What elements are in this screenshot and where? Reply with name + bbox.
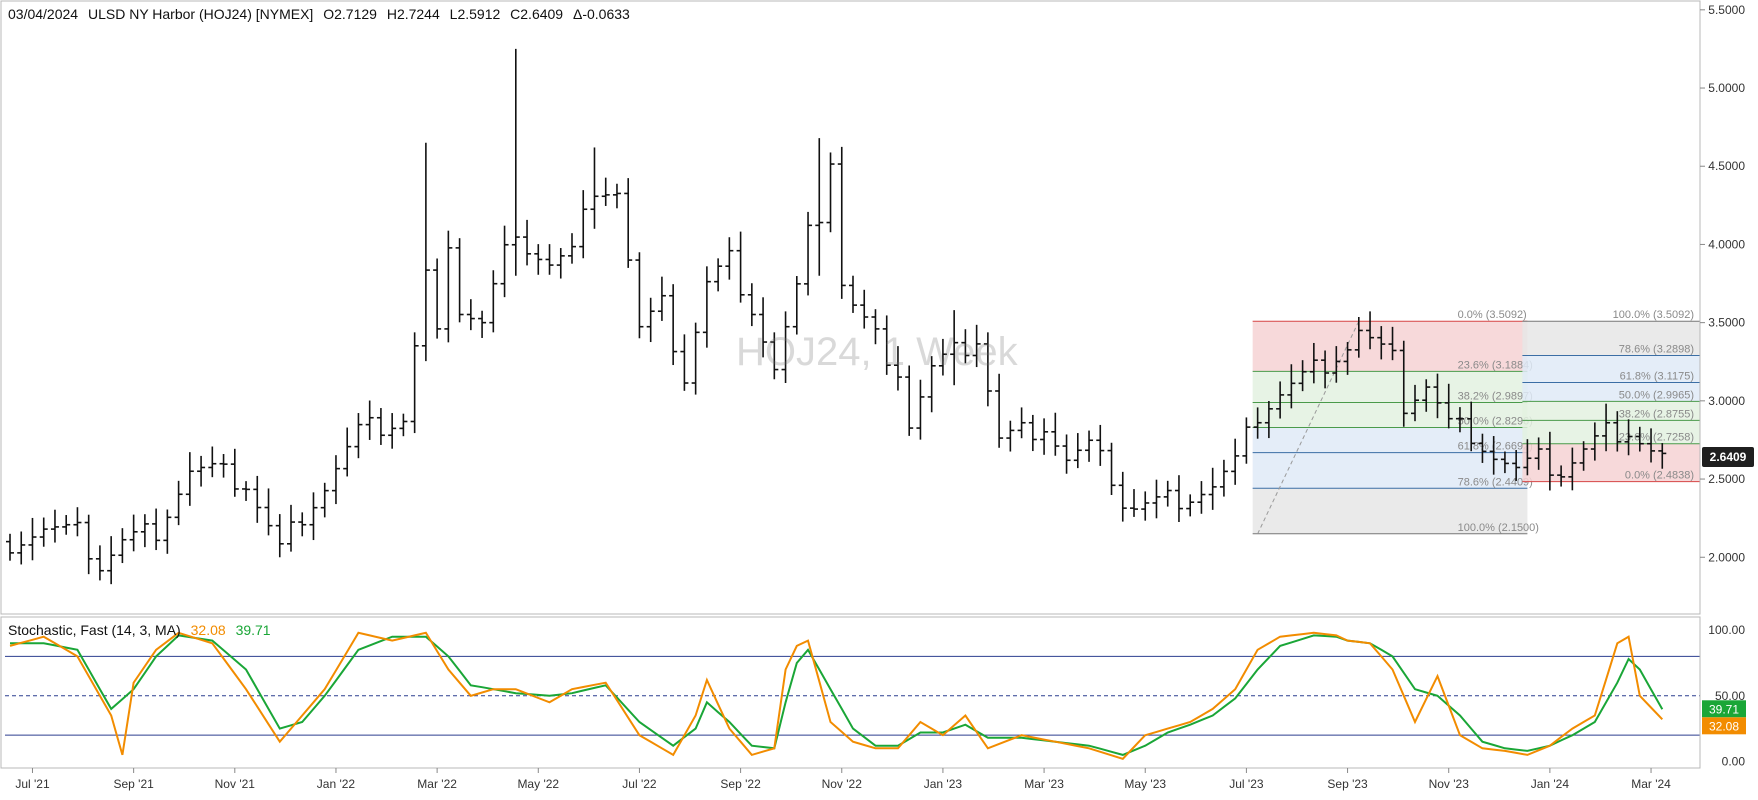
fib-label-left: 61.8% (2.6692) [1458, 441, 1533, 453]
stochastic-pane-frame [0, 616, 1701, 769]
fib-label-right: 0.0% (2.4838) [1625, 470, 1694, 482]
stochastic-k-value: 32.08 [190, 622, 226, 638]
fibonacci-retracement-zones: 0.0% (3.5092) 23.6% (3.1884) 38.2% (2.9897… [1252, 309, 1700, 535]
x-axis-label: Jul '21 [15, 777, 50, 791]
fib-label-right: 23.6% (2.7258) [1619, 432, 1694, 444]
price-axis-label: 4.5000 [1708, 159, 1745, 173]
fib-zone-right [1522, 420, 1700, 444]
price-axis-label: 4.0000 [1708, 237, 1745, 251]
x-axis-label: May '22 [517, 777, 559, 791]
stochastic-axis-label: 50.00 [1715, 689, 1745, 703]
x-axis-label: Mar '24 [1631, 777, 1671, 791]
price-axis-label: 5.5000 [1708, 3, 1745, 17]
price-axis-label: 2.5000 [1708, 472, 1745, 486]
header-open: O2.7129 [323, 6, 377, 22]
stochastic-pane [5, 631, 1700, 760]
fib-label-right: 38.2% (2.8755) [1619, 408, 1694, 420]
main-pane-frame [0, 0, 1701, 615]
fib-zone-right [1522, 355, 1700, 383]
fib-label-left: 23.6% (3.1884) [1458, 359, 1533, 371]
fib-zone-right [1522, 382, 1700, 402]
price-axis-label: 2.0000 [1708, 550, 1745, 564]
x-axis-label: Jan '24 [1531, 777, 1570, 791]
price-axis-label: 5.0000 [1708, 81, 1745, 95]
x-axis-label: Jan '22 [317, 777, 356, 791]
stochastic-k-tag-label: 32.08 [1709, 719, 1739, 733]
header-high: H2.7244 [386, 6, 440, 22]
fib-trendline [1257, 320, 1360, 535]
stochastic-d-line [10, 634, 1664, 756]
header-change: Δ-0.0633 [572, 6, 630, 22]
stochastic-axis-label: 0.00 [1722, 754, 1746, 768]
fib-label-right: 61.8% (3.1175) [1620, 370, 1694, 382]
stochastic-k-tag [1702, 717, 1746, 735]
x-axis-label: Mar '22 [417, 777, 457, 791]
x-axis-label: Jul '23 [1229, 777, 1264, 791]
fib-label-left: 0.0% (3.5092) [1458, 309, 1527, 321]
stochastic-k-line [9, 631, 1664, 760]
fib-label-right: 50.0% (2.9965) [1619, 389, 1694, 401]
stochastic-axis-label: 100.00 [1708, 623, 1745, 637]
x-axis-label: Mar '23 [1024, 777, 1064, 791]
fib-label-left: 38.2% (2.9897) [1458, 390, 1533, 402]
stochastic-d-value: 39.71 [235, 622, 271, 638]
header-date: 03/04/2024 [8, 6, 79, 22]
x-axis-label: Nov '21 [215, 777, 256, 791]
last-price-label: 2.6409 [1710, 450, 1747, 464]
x-axis-label: May '23 [1124, 777, 1166, 791]
x-axis-label: Nov '22 [822, 777, 863, 791]
fib-zone-left [1252, 488, 1528, 534]
stochastic-d-tag [1702, 700, 1746, 718]
header-low: L2.5912 [449, 6, 501, 22]
fib-label-left: 100.0% (2.1500) [1458, 522, 1539, 534]
x-axis-label: Sep '21 [113, 777, 154, 791]
stochastic-d-tag-label: 39.71 [1709, 702, 1739, 716]
header-symbol: ULSD NY Harbor (HOJ24) [NYMEX] [87, 6, 314, 22]
fib-label-left: 78.6% (2.4409) [1458, 476, 1533, 488]
x-axis-label: Sep '23 [1327, 777, 1368, 791]
fib-label-right: 78.6% (3.2898) [1619, 344, 1694, 356]
fib-label-right: 100.0% (3.5092) [1613, 309, 1694, 321]
last-price-tag [1702, 447, 1754, 468]
x-axis-label: Nov '23 [1429, 777, 1470, 791]
price-axis-label: 3.5000 [1708, 316, 1745, 330]
chart-header: 03/04/2024 ULSD NY Harbor (HOJ24) [NYMEX… [8, 6, 636, 22]
header-close: C2.6409 [510, 6, 564, 22]
fib-zone-left [1252, 321, 1528, 372]
x-axis-label: Jan '23 [924, 777, 963, 791]
fib-zone-left [1252, 452, 1528, 489]
price-axis-label: 3.0000 [1708, 394, 1745, 408]
fib-label-left: 50.0% (2.8296) [1458, 415, 1533, 427]
fib-zone-left [1252, 371, 1528, 403]
fib-zone-right [1522, 321, 1700, 356]
price-bars [6, 48, 1667, 585]
x-axis-label: Sep '22 [720, 777, 761, 791]
stochastic-title: Stochastic, Fast (14, 3, MA) [8, 622, 181, 638]
stochastic-header: Stochastic, Fast (14, 3, MA) 32.08 39.71 [8, 622, 271, 638]
x-axis-label: Jul '22 [622, 777, 657, 791]
fib-zone-right [1522, 401, 1700, 421]
chart-watermark: HOJ24, 1 Week [736, 330, 1018, 374]
fib-zone-left [1252, 402, 1528, 428]
